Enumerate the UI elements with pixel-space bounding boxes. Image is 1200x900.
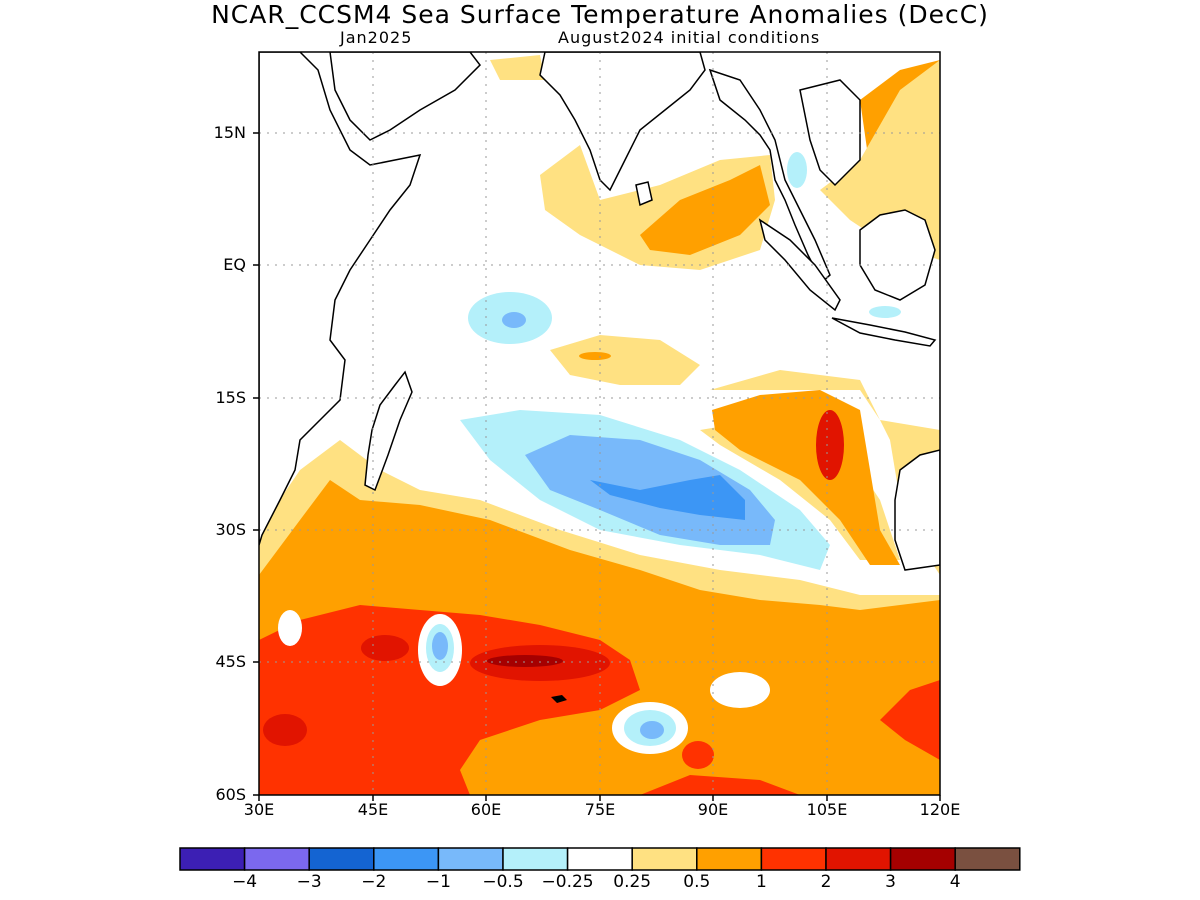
lon-label-45e: 45E — [357, 800, 389, 819]
warm-band-darkred-west — [263, 714, 307, 746]
colorbar-swatch — [631, 847, 698, 871]
borneo-landmass — [859, 209, 936, 301]
colorbar-swatch — [308, 847, 375, 871]
colorbar-swatch — [566, 847, 633, 871]
colorbar-swatch — [760, 847, 827, 871]
north-warm-top — [490, 55, 545, 80]
colorbar-swatch — [696, 847, 763, 871]
arabia-landmass — [329, 52, 481, 141]
colorbar-label: −4 — [232, 872, 258, 892]
colorbar-swatch — [502, 847, 569, 871]
forecast-month: Jan2025 — [340, 28, 413, 47]
map-title: NCAR_CCSM4 Sea Surface Temperature Anoma… — [211, 0, 989, 29]
australia-landmass — [894, 449, 940, 571]
colorbar-swatch — [825, 847, 892, 871]
india-landmass — [539, 52, 706, 192]
colorbar-swatch — [889, 847, 956, 871]
lat-label-30s: 30S — [215, 520, 246, 539]
colorbar-label: −2 — [361, 872, 387, 892]
lon-label-30e: 30E — [243, 800, 275, 819]
kerguelen-landmass — [551, 695, 567, 703]
warm-band-red-spot — [682, 741, 714, 769]
lon-label-90e: 90E — [697, 800, 729, 819]
cold-patch-south-core — [590, 475, 745, 520]
anomaly-field — [259, 52, 940, 795]
warm-band-darkred-centre — [361, 635, 409, 661]
lat-label-45s: 45S — [215, 652, 246, 671]
lat-label-15s: 15S — [215, 388, 246, 407]
colorbar-label: −0.5 — [482, 872, 524, 892]
ss-warm-ellipse — [550, 335, 700, 385]
sri-lanka-landmass — [635, 181, 653, 207]
java-landmass — [831, 317, 937, 347]
colorbar — [179, 847, 1021, 871]
lon-label-105e: 105E — [806, 800, 848, 819]
cold-pocket-east — [710, 672, 770, 708]
colorbar-label: 0.25 — [613, 872, 652, 892]
colorbar-label: −3 — [296, 872, 322, 892]
axis-ticks — [253, 132, 941, 801]
lon-label-60e: 60E — [470, 800, 502, 819]
cold-pocket-small — [278, 610, 302, 646]
graticule — [259, 52, 940, 795]
colorbar-label: −0.25 — [541, 872, 594, 892]
madagascar-landmass — [364, 370, 413, 492]
colorbar-swatch — [954, 847, 1021, 871]
colorbar-swatch — [437, 847, 504, 871]
lat-label-15n: 15N — [213, 123, 246, 142]
north-warm-east-light — [820, 60, 940, 260]
colorbar-label: −1 — [425, 872, 451, 892]
colorbar-swatch — [179, 847, 246, 871]
warm-band-red-east — [880, 680, 940, 760]
lon-label-75e: 75E — [584, 800, 616, 819]
colorbar-label: 0.5 — [683, 872, 711, 892]
colorbar-label: 3 — [885, 872, 896, 892]
initial-conditions: August2024 initial conditions — [558, 28, 821, 47]
lon-label-120e: 120E — [919, 800, 961, 819]
sumatra-landmass — [758, 218, 841, 312]
lat-label-eq: EQ — [223, 255, 246, 274]
colorbar-label: 2 — [820, 872, 832, 892]
warm-band-red-south — [640, 775, 800, 795]
lat-label-60s: 60S — [215, 785, 246, 804]
se-warm-red — [816, 410, 844, 480]
se-warm-orange — [712, 390, 900, 565]
warm-band-deepred — [487, 655, 563, 667]
colorbar-label: 1 — [755, 872, 767, 892]
colorbar-label: 4 — [949, 872, 961, 892]
colorbar-swatch — [243, 847, 310, 871]
eq-warm-orange — [640, 165, 770, 255]
africa-landmass — [259, 52, 422, 546]
colorbar-swatch — [373, 847, 440, 871]
